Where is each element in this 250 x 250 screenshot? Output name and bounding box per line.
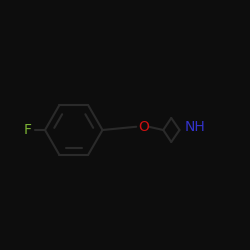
- Text: F: F: [24, 123, 32, 137]
- Text: NH: NH: [184, 120, 205, 134]
- Text: O: O: [138, 120, 149, 134]
